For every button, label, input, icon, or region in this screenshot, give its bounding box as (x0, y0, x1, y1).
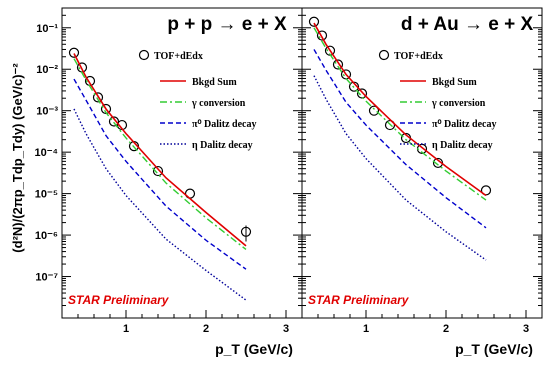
x-tick-label: 1 (363, 323, 369, 335)
plot-frame (301, 7, 543, 319)
legend-label: π⁰ Dalitz decay (432, 119, 496, 130)
data-point (356, 88, 368, 99)
legend-label: Bkgd Sum (192, 77, 237, 88)
x-axis-label: p_T (GeV/c) (215, 341, 293, 357)
data-point (92, 92, 104, 103)
y-tick-label: 10⁻⁵ (35, 189, 58, 201)
data-point (68, 47, 80, 58)
series-line-1 (73, 53, 247, 247)
x-axis-label: p_T (GeV/c) (455, 341, 533, 357)
series-line-4 (313, 75, 487, 261)
legend-label: γ conversion (191, 98, 246, 109)
y-axis-label: (d²N)/(2πp_Tdp_Tdy) (GeV/c)⁻² (10, 63, 25, 253)
x-tick-label: 3 (283, 323, 289, 335)
x-tick-label: 2 (443, 323, 449, 335)
x-tick-label: 3 (523, 323, 529, 335)
series-line-3 (73, 78, 247, 270)
y-tick-label: 10⁻⁴ (35, 147, 58, 159)
legend-label: η Dalitz decay (192, 140, 253, 151)
data-point (316, 30, 328, 41)
star-preliminary-label: STAR Preliminary (68, 293, 170, 307)
y-tick-label: 10⁻⁶ (35, 230, 58, 242)
data-point (240, 226, 252, 237)
series-line-2 (313, 27, 487, 201)
legend-label: TOF+dEdx (394, 51, 443, 62)
data-point (368, 105, 380, 116)
series-line-4 (73, 108, 247, 301)
legend-label: TOF+dEdx (154, 51, 203, 62)
legend-marker (378, 49, 390, 61)
y-tick-label: 10⁻³ (36, 106, 58, 118)
series-line-2 (73, 58, 247, 251)
y-tick-label: 10⁻⁷ (35, 272, 58, 284)
legend-label: Bkgd Sum (432, 77, 477, 88)
x-tick-label: 1 (123, 323, 129, 335)
star-preliminary-label: STAR Preliminary (308, 293, 410, 307)
legend-label: η Dalitz decay (432, 140, 493, 151)
panel-title: p + p → e + X (167, 14, 287, 35)
legend-label: γ conversion (431, 98, 486, 109)
panel-dau: 1 2 3 d + Au → e + X p_T (GeV/c) STAR Prelimi… (301, 7, 543, 357)
data-point (332, 59, 344, 70)
panel-pp: 1 2 3 10⁻⁷ 10⁻⁶ 10⁻⁵ 10⁻⁴ 10⁻³ 10⁻² 10⁻¹ p + p → e… (35, 7, 303, 357)
series-line-1 (313, 22, 487, 197)
x-tick-label: 2 (203, 323, 209, 335)
panel-title: d + Au → e + X (401, 14, 534, 35)
legend-label: π⁰ Dalitz decay (192, 119, 256, 130)
legend-marker (138, 49, 150, 61)
y-tick-label: 10⁻² (36, 64, 58, 76)
series-line-3 (313, 49, 487, 229)
y-tick-label: 10⁻¹ (36, 23, 58, 35)
data-point (152, 165, 164, 177)
data-point (308, 16, 320, 27)
